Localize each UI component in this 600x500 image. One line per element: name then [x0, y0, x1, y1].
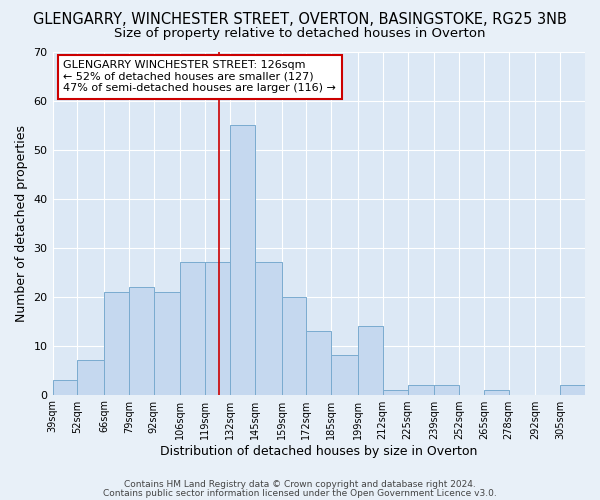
- Bar: [484, 390, 509, 394]
- Bar: [53, 380, 77, 394]
- Bar: [407, 385, 434, 394]
- Text: GLENGARRY WINCHESTER STREET: 126sqm
← 52% of detached houses are smaller (127)
4: GLENGARRY WINCHESTER STREET: 126sqm ← 52…: [63, 60, 336, 94]
- Bar: [281, 296, 307, 394]
- Bar: [205, 262, 230, 394]
- Bar: [307, 331, 331, 394]
- Bar: [434, 385, 459, 394]
- Bar: [560, 385, 585, 394]
- Text: Contains HM Land Registry data © Crown copyright and database right 2024.: Contains HM Land Registry data © Crown c…: [124, 480, 476, 489]
- Bar: [77, 360, 104, 394]
- Bar: [331, 356, 358, 395]
- Bar: [255, 262, 281, 394]
- Bar: [129, 287, 154, 395]
- Bar: [358, 326, 383, 394]
- Bar: [383, 390, 407, 394]
- Bar: [154, 292, 181, 395]
- Text: GLENGARRY, WINCHESTER STREET, OVERTON, BASINGSTOKE, RG25 3NB: GLENGARRY, WINCHESTER STREET, OVERTON, B…: [33, 12, 567, 28]
- Text: Size of property relative to detached houses in Overton: Size of property relative to detached ho…: [114, 28, 486, 40]
- Bar: [104, 292, 129, 395]
- Y-axis label: Number of detached properties: Number of detached properties: [15, 124, 28, 322]
- Text: Contains public sector information licensed under the Open Government Licence v3: Contains public sector information licen…: [103, 488, 497, 498]
- X-axis label: Distribution of detached houses by size in Overton: Distribution of detached houses by size …: [160, 444, 478, 458]
- Bar: [230, 125, 255, 394]
- Bar: [181, 262, 205, 394]
